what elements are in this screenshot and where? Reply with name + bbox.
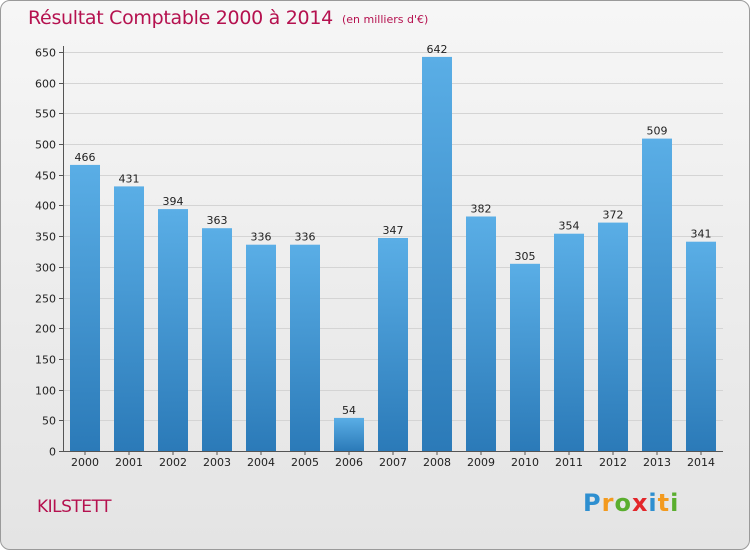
x-tick-label-2002: 2002 <box>159 456 187 469</box>
bar-2013 <box>642 138 672 451</box>
bar-2004 <box>246 244 276 451</box>
bar-2007 <box>378 238 408 451</box>
bar-2011 <box>554 233 584 451</box>
x-tick-label-2006: 2006 <box>335 456 363 469</box>
x-tick-label-2003: 2003 <box>203 456 231 469</box>
bar-2003 <box>202 228 232 451</box>
y-tick-label: 250 <box>35 293 56 306</box>
logo-letter: o <box>614 489 632 517</box>
bars <box>70 56 716 452</box>
y-tick-label: 400 <box>35 200 56 213</box>
value-label-2006: 54 <box>342 404 356 417</box>
x-tick-label-2007: 2007 <box>379 456 407 469</box>
y-axis-ticks: 0 50 100 150 200 250 300 350 400 450 500 550 600 650 <box>35 47 63 459</box>
x-tick-label-2010: 2010 <box>511 456 539 469</box>
logo-letter: i <box>670 489 680 517</box>
value-label-2003: 363 <box>207 214 228 227</box>
x-tick-label-2012: 2012 <box>599 456 627 469</box>
logo-letter: t <box>657 489 671 517</box>
bar-2002 <box>158 209 188 451</box>
logo-letter: i <box>648 489 658 517</box>
value-label-2000: 466 <box>75 151 96 164</box>
value-labels: 466 431 394 363 336 336 54 347 642 382 305 354 372 50… <box>75 43 712 417</box>
x-tick-label-2005: 2005 <box>291 456 319 469</box>
x-tick-label-2008: 2008 <box>423 456 451 469</box>
x-tick-label-2009: 2009 <box>467 456 495 469</box>
bar-2008 <box>422 56 452 452</box>
bar-2005 <box>290 244 320 451</box>
x-tick-label-2001: 2001 <box>115 456 143 469</box>
y-tick-label: 300 <box>35 262 56 275</box>
bar-2009 <box>466 216 496 451</box>
value-label-2013: 509 <box>647 125 668 138</box>
y-tick-label: 150 <box>35 354 56 367</box>
value-label-2001: 431 <box>119 172 140 185</box>
x-tick-label-2014: 2014 <box>687 456 715 469</box>
logo-letter: x <box>631 489 649 517</box>
bar-2012 <box>598 222 628 451</box>
value-label-2010: 305 <box>515 250 536 263</box>
chart-title: Résultat Comptable 2000 à 2014 <box>28 7 333 29</box>
x-tick-label-2000: 2000 <box>71 456 99 469</box>
x-axis-ticks: 2000 2001 2002 2003 2004 2005 2006 2007 2008 2009… <box>71 451 715 469</box>
logo-letter: r <box>601 489 615 517</box>
y-tick-label: 500 <box>35 139 56 152</box>
y-tick-label: 650 <box>35 47 56 60</box>
bar-2001 <box>114 186 144 451</box>
y-tick-label: 100 <box>35 385 56 398</box>
value-label-2004: 336 <box>251 231 272 244</box>
bar-2000 <box>70 164 100 451</box>
y-tick-label: 50 <box>42 415 56 428</box>
y-tick-label: 450 <box>35 170 56 183</box>
x-tick-label-2004: 2004 <box>247 456 275 469</box>
y-tick-label: 0 <box>49 446 56 459</box>
chart-subtitle: (en milliers d'€) <box>342 13 429 26</box>
bar-2010 <box>510 263 540 451</box>
value-label-2008: 642 <box>427 43 448 56</box>
value-label-2014: 341 <box>691 228 712 241</box>
proxiti-logo: Proxiti <box>583 489 679 517</box>
bar-2014 <box>686 241 716 451</box>
y-tick-label: 350 <box>35 231 56 244</box>
y-tick-label: 600 <box>35 78 56 91</box>
value-label-2007: 347 <box>383 224 404 237</box>
x-tick-label-2013: 2013 <box>643 456 671 469</box>
bar-2006 <box>334 417 364 451</box>
logo-letter: P <box>583 489 602 517</box>
x-tick-label-2011: 2011 <box>555 456 583 469</box>
value-label-2005: 336 <box>295 231 316 244</box>
value-label-2002: 394 <box>163 195 184 208</box>
y-tick-label: 200 <box>35 323 56 336</box>
value-label-2011: 354 <box>559 220 580 233</box>
value-label-2012: 372 <box>603 209 624 222</box>
value-label-2009: 382 <box>471 203 492 216</box>
y-tick-label: 550 <box>35 108 56 121</box>
commune-name: KILSTETT <box>37 497 112 517</box>
